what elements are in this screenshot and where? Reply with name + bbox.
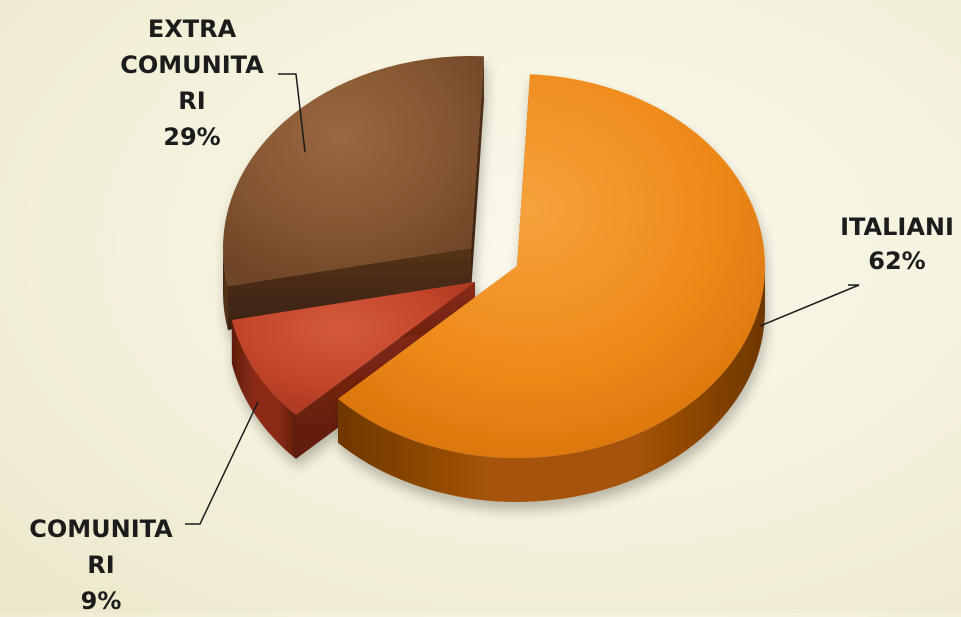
pie-slice-side xyxy=(223,248,228,330)
slice-label: RI xyxy=(87,551,114,579)
data-labels-layer: ITALIANI 62% COMUNITA RI 9% EXTRA COMUNITA RI 29… xyxy=(29,15,954,615)
slice-value-label: 62% xyxy=(868,247,925,275)
pie-slice-wall xyxy=(471,56,484,293)
pie-slice xyxy=(338,74,765,502)
leader-lines-layer xyxy=(185,73,860,525)
slice-label: ITALIANI xyxy=(840,213,954,241)
pie-slice-side xyxy=(231,319,297,459)
slice-value-label: 9% xyxy=(81,587,122,613)
slice-value-label: 29% xyxy=(163,123,220,151)
slices-layer xyxy=(223,56,765,502)
leader-line xyxy=(278,73,306,153)
pie-slice-top xyxy=(223,56,484,286)
pie-slice-wall xyxy=(227,248,471,330)
slice-label: EXTRA xyxy=(148,15,237,43)
pie-slice xyxy=(223,56,484,330)
pie-slice-top xyxy=(231,282,475,415)
leader-line xyxy=(759,284,860,327)
slice-label: RI xyxy=(178,87,205,115)
slice-label: COMUNITA xyxy=(29,515,173,543)
leader-line xyxy=(185,401,259,525)
pie-slice-top xyxy=(338,74,765,459)
slice-label: COMUNITA xyxy=(120,51,264,79)
pie-slice-side xyxy=(338,266,765,502)
